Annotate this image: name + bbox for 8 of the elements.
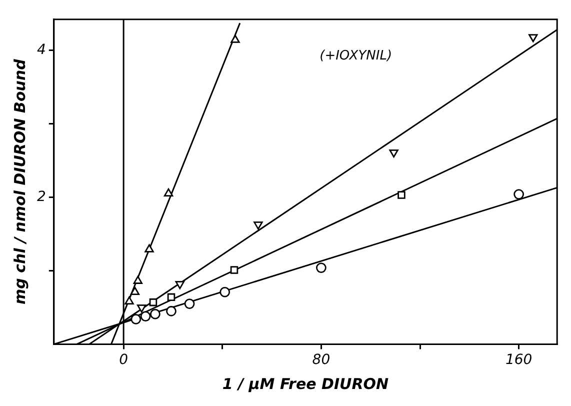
annotation: (+IOXYNIL) [320, 48, 392, 64]
y-tick-label: 4 [36, 42, 46, 58]
x-tick-label: 80 [312, 352, 330, 368]
x-tick-label: 0 [119, 352, 128, 368]
y-axis-title: mg chl / nmol DIURON Bound [10, 58, 29, 304]
y-tick-label: 2 [36, 188, 46, 205]
x-axis-title: 1 / μM Free DIURON [222, 374, 390, 393]
x-tick-label: 160 [505, 352, 532, 368]
